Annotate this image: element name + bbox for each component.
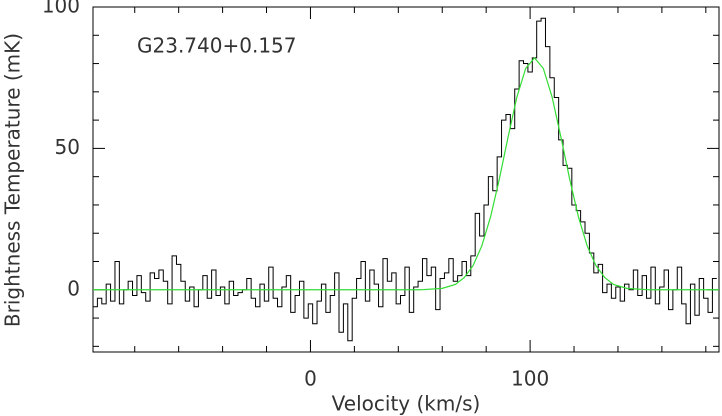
y-axis-label: Brightness Temperature (mK) xyxy=(1,33,25,327)
x-tick-label: 100 xyxy=(511,367,549,391)
x-axis-label: Velocity (km/s) xyxy=(332,392,481,416)
gaussian-fit xyxy=(93,56,719,291)
plot-frame xyxy=(92,6,720,353)
x-tick-label: 0 xyxy=(304,367,317,391)
y-tick-label: 0 xyxy=(67,276,80,300)
spectrum xyxy=(93,17,717,342)
y-tick-label: 100 xyxy=(42,0,80,18)
y-tick-label: 50 xyxy=(55,135,80,159)
annotation: G23.740+0.157 xyxy=(137,34,297,58)
